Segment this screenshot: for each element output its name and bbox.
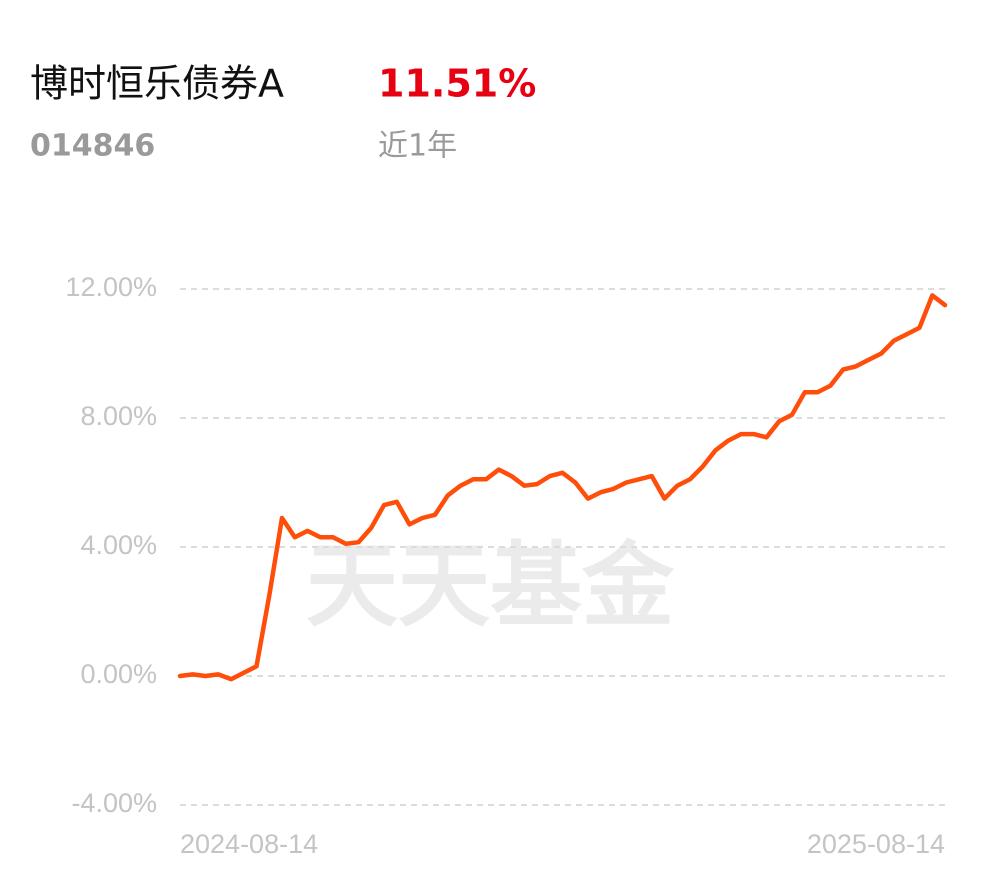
y-tick-label: 4.00% xyxy=(80,530,157,560)
x-tick-label: 2024-08-14 xyxy=(180,829,318,859)
y-tick-label: -4.00% xyxy=(71,788,157,818)
y-tick-label: 8.00% xyxy=(80,401,157,431)
y-tick-label: 0.00% xyxy=(80,659,157,689)
fund-name: 博时恒乐债券A xyxy=(30,62,284,106)
y-tick-label: 12.00% xyxy=(65,272,157,302)
return: 11.51% xyxy=(378,62,536,106)
fund-code: 014846 xyxy=(30,129,155,164)
watermark: 天天基金 xyxy=(306,532,675,639)
line xyxy=(177,293,948,682)
period: 近1年 xyxy=(378,129,457,164)
x-tick-label: 2025-08-14 xyxy=(807,829,945,859)
